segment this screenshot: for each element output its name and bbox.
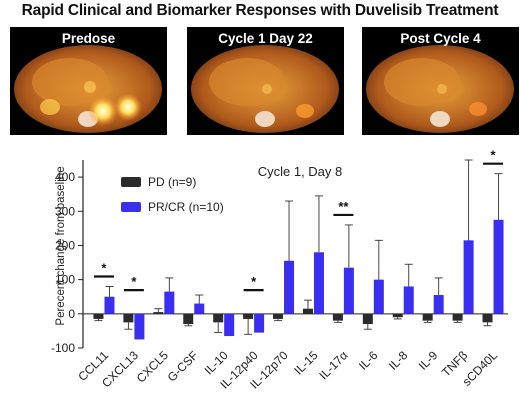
significance-label: * — [131, 274, 137, 289]
scan-label-cycle1-day22: Cycle 1 Day 22 — [218, 31, 313, 46]
bar-chart: -100 0 100 200 300 400 Perecent change from b… — [51, 150, 508, 392]
legend-swatch-prcr — [121, 202, 141, 212]
scan-label-predose: Predose — [61, 31, 116, 46]
bar-prcr-1 — [134, 313, 145, 340]
bar-prcr-4 — [224, 313, 235, 337]
significance-label: * — [251, 274, 257, 289]
bar-prcr-3 — [194, 303, 205, 314]
y-tick-label: 300 — [55, 204, 75, 218]
bar-prcr-2 — [164, 291, 175, 314]
chart-title: Cycle 1, Day 8 — [258, 164, 343, 179]
bar-prcr-7 — [313, 252, 324, 314]
legend-swatch-pd — [121, 177, 141, 187]
x-tick-label: IL-9 — [416, 348, 441, 373]
bar-pd-5 — [243, 313, 254, 319]
x-tick-label: IL-6 — [356, 348, 381, 373]
significance-label: * — [101, 260, 107, 275]
bar-pd-7 — [302, 308, 313, 314]
legend-label-pd: PD (n=9) — [148, 175, 196, 189]
scan-image — [191, 45, 339, 133]
figure-title: Rapid Clinical and Biomarker Responses w… — [21, 2, 499, 19]
bar-pd-4 — [213, 313, 224, 323]
scan-image — [14, 45, 162, 133]
bar-pd-3 — [183, 313, 194, 325]
bar-prcr-13 — [493, 219, 504, 314]
bar-pd-2 — [153, 312, 164, 314]
y-tick-label: 0 — [68, 307, 75, 321]
bar-prcr-5 — [254, 313, 265, 333]
y-tick-label: 400 — [55, 170, 75, 184]
bar-prcr-12 — [463, 240, 474, 314]
y-axis-label: Perecent change from baseline — [55, 166, 67, 325]
bar-pd-6 — [273, 313, 284, 319]
x-tick-label: G-CSF — [165, 348, 201, 384]
pet-ct-scan-post-cycle4: Post Cycle 4 — [362, 27, 519, 135]
y-tick-label: 200 — [55, 238, 75, 252]
bar-prcr-8 — [343, 267, 354, 314]
x-tick-label: IL-17α — [316, 348, 350, 382]
y-tick-label: 100 — [55, 273, 75, 287]
scan-image — [366, 45, 514, 133]
bar-pd-11 — [422, 313, 433, 321]
bar-prcr-9 — [373, 279, 384, 314]
x-tick-label: IL-8 — [386, 348, 411, 373]
x-tick-label: CXCL5 — [134, 348, 171, 385]
pet-ct-scan-cycle1-day22: Cycle 1 Day 22 — [187, 27, 344, 135]
bar-pd-13 — [482, 313, 493, 323]
bar-pd-10 — [392, 313, 403, 318]
pet-ct-scan-predose: Predose — [10, 27, 167, 135]
bar-pd-9 — [362, 313, 373, 325]
bar-prcr-0 — [104, 296, 115, 314]
scan-label-post-cycle4: Post Cycle 4 — [400, 31, 481, 46]
bar-pd-1 — [123, 313, 134, 323]
bar-prcr-11 — [433, 295, 444, 314]
bar-pd-0 — [93, 313, 104, 319]
legend-label-prcr: PR/CR (n=10) — [148, 200, 224, 214]
bar-pd-12 — [452, 313, 463, 321]
bar-prcr-6 — [284, 260, 295, 314]
y-tick-label: -100 — [51, 341, 75, 355]
bar-pd-8 — [332, 313, 343, 321]
bar-prcr-10 — [403, 286, 414, 314]
significance-label: ** — [338, 199, 349, 214]
significance-label: * — [491, 150, 497, 163]
